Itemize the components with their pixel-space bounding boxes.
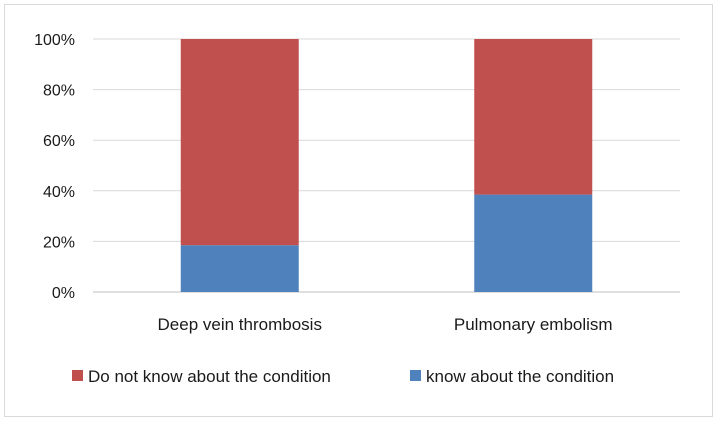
y-tick-label: 20% (43, 234, 75, 251)
bar-segment (474, 194, 593, 292)
x-axis-categories: Deep vein thrombosis Pulmonary embolism (158, 315, 613, 334)
y-axis-ticks: 0% 20% 40% 60% 80% 100% (34, 32, 75, 302)
legend-label: know about the condition (426, 367, 614, 386)
x-category-label: Pulmonary embolism (454, 315, 613, 334)
bar-segment (180, 245, 299, 292)
x-category-label: Deep vein thrombosis (158, 315, 322, 334)
legend-label: Do not know about the condition (88, 367, 331, 386)
y-tick-label: 60% (43, 133, 75, 150)
y-tick-label: 80% (43, 83, 75, 100)
y-tick-label: 100% (34, 32, 75, 49)
bars (180, 39, 593, 292)
y-tick-label: 40% (43, 184, 75, 201)
bar-segment (180, 39, 299, 246)
chart-frame (4, 4, 713, 417)
legend-swatch (72, 370, 83, 381)
y-tick-label: 0% (52, 285, 75, 302)
bar-segment (474, 39, 593, 195)
legend-swatch (410, 370, 421, 381)
legend: Do not know about the condition know abou… (72, 367, 614, 386)
